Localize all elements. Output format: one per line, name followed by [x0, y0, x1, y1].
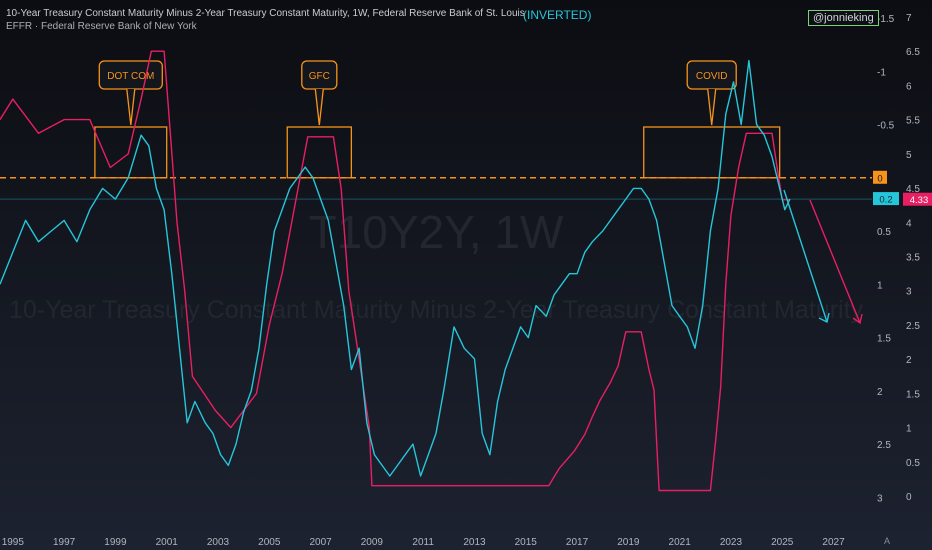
x-tick-label: 2017 — [566, 537, 589, 548]
right-axis-tick-label: 3 — [906, 287, 912, 298]
right-axis-tick-label: 1 — [906, 424, 912, 435]
right-axis-tick-label: 2.5 — [906, 321, 920, 332]
spread-series-line — [0, 59, 791, 477]
x-tick-label: 2013 — [463, 537, 486, 548]
annotation-label: GFC — [309, 71, 330, 82]
x-tick-label: 1997 — [53, 537, 76, 548]
x-tick-label: 2021 — [669, 537, 692, 548]
spread-value-badge: 0.2 — [879, 195, 892, 206]
inner-axis-tick-label: 1 — [877, 280, 883, 291]
watermark-symbol: T10Y2Y, 1W — [309, 206, 564, 258]
inner-axis-tick-label: 2 — [877, 387, 883, 398]
right-axis-tick-label: 1.5 — [906, 389, 920, 400]
right-axis-tick-label: 2 — [906, 355, 912, 366]
zero-line-badge: 0 — [877, 173, 882, 184]
x-tick-label: 2005 — [258, 537, 281, 548]
annotation-box — [286, 126, 353, 179]
inverted-label: (INVERTED) — [523, 8, 592, 22]
right-axis-tick-label: 5.5 — [906, 116, 920, 127]
inner-axis-tick-label: 2.5 — [877, 440, 891, 451]
inner-axis-tick-label: -1.5 — [877, 14, 895, 25]
author-handle: @jonnieking — [808, 10, 879, 26]
x-tick-label: 2009 — [361, 537, 384, 548]
x-tick-label: 2019 — [617, 537, 640, 548]
right-axis-tick-label: 0.5 — [906, 458, 920, 469]
x-tick-label: 1999 — [104, 537, 127, 548]
annotation-box — [94, 126, 168, 179]
annotation-label: DOT COM — [107, 71, 154, 82]
effr-value-badge-bg — [903, 192, 932, 206]
inner-axis-tick-label: 3 — [877, 493, 883, 504]
right-axis-tick-label: 6 — [906, 81, 912, 92]
scale-mode-label: A — [884, 536, 890, 546]
effr-arrowhead — [852, 313, 863, 325]
x-tick-label: 2027 — [822, 537, 845, 548]
x-tick-label: 2025 — [771, 537, 794, 548]
annotation-pointer — [707, 88, 717, 126]
spread-arrowhead — [818, 312, 830, 324]
effr-series-line — [0, 50, 790, 492]
annotation-pointer — [314, 88, 324, 126]
spread-value-badge-bg — [873, 192, 899, 206]
inner-axis-tick-label: 1.5 — [877, 334, 891, 345]
right-axis-tick-label: 6.5 — [906, 47, 920, 58]
effr-projection-arrow — [809, 199, 861, 324]
x-tick-label: 2023 — [720, 537, 743, 548]
right-axis-tick-label: 3.5 — [906, 253, 920, 264]
x-tick-label: 2015 — [515, 537, 538, 548]
x-tick-label: 2001 — [156, 537, 179, 548]
annotation-label: COVID — [696, 71, 728, 82]
x-tick-label: 2003 — [207, 537, 230, 548]
effr-value-badge: 4.33 — [910, 195, 929, 206]
watermark-description: 10-Year Treasury Constant Maturity Minus… — [9, 296, 864, 324]
right-axis-tick-label: 7 — [906, 13, 912, 24]
inner-axis-tick-label: -1 — [877, 67, 886, 78]
annotation-pointer — [126, 88, 136, 126]
chart-subtitle: EFFR · Federal Reserve Bank of New York — [6, 21, 197, 32]
inner-axis-tick-label: -0.5 — [877, 121, 895, 132]
inner-axis-tick-label: 0.5 — [877, 227, 891, 238]
annotation-box — [643, 126, 781, 179]
x-tick-label: 2011 — [412, 537, 434, 548]
right-axis-tick-label: 4.5 — [906, 184, 920, 195]
right-axis-tick-label: 4 — [906, 218, 912, 229]
x-tick-label: 2007 — [309, 537, 332, 548]
zero-line-badge-bg — [873, 170, 887, 184]
x-tick-label: 1995 — [2, 537, 25, 548]
right-axis-tick-label: 5 — [906, 150, 912, 161]
spread-projection-arrow — [783, 189, 828, 323]
right-axis-tick-label: 0 — [906, 492, 912, 503]
chart-title: 10-Year Treasury Constant Maturity Minus… — [6, 8, 525, 19]
